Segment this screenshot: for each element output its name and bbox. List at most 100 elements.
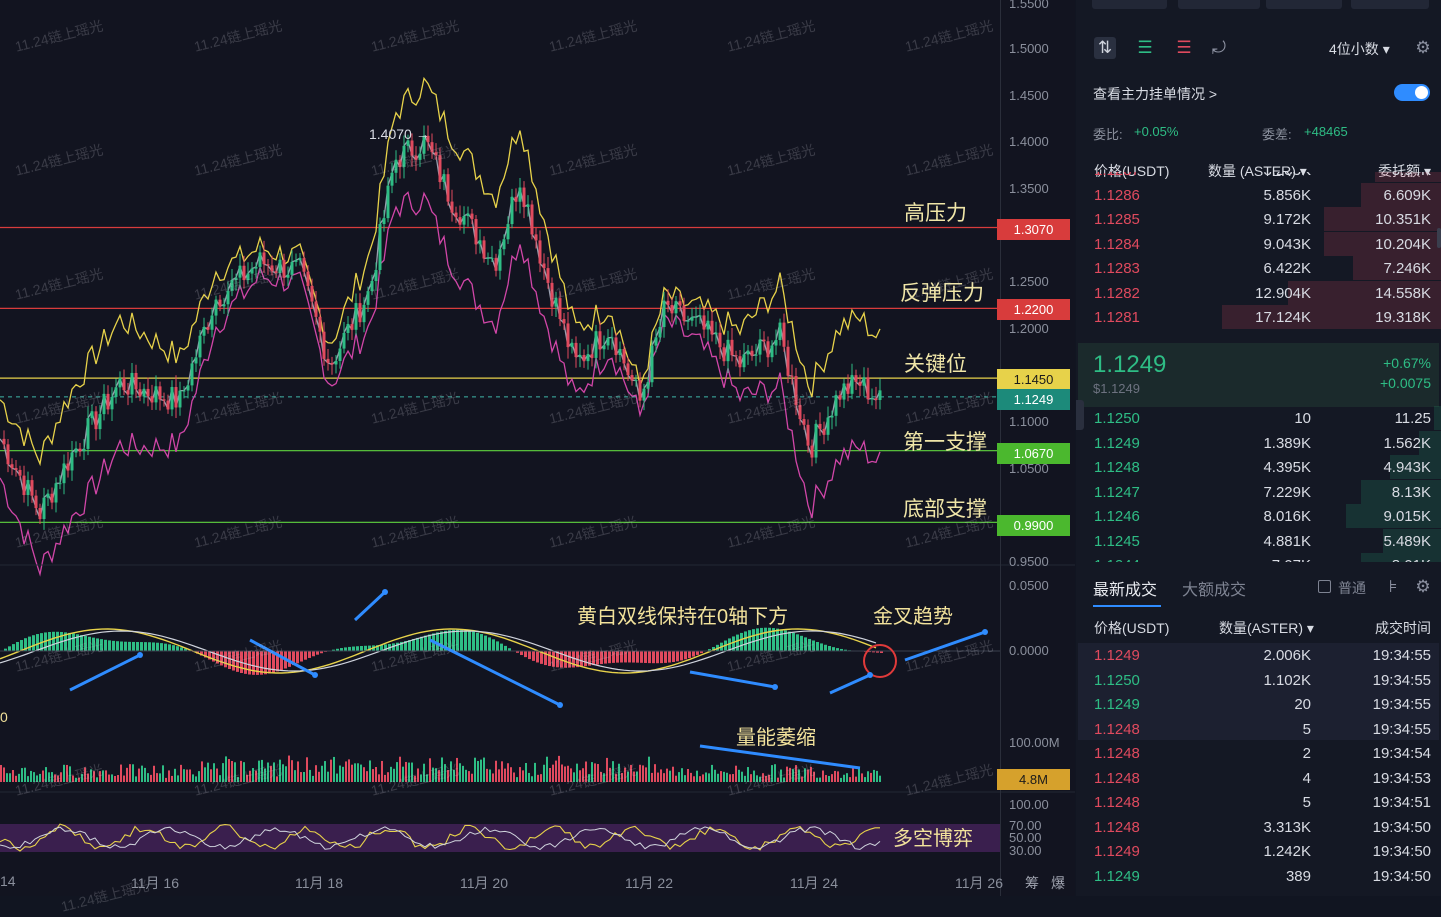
settings-gear-icon[interactable]: ⚙ xyxy=(1412,37,1434,59)
macd-bar xyxy=(344,647,347,651)
candle-body xyxy=(283,260,286,278)
candle-body xyxy=(815,424,818,458)
volume-bar xyxy=(600,772,602,782)
candle-body xyxy=(295,260,298,262)
volume-bar xyxy=(609,768,611,782)
volume-bar xyxy=(735,766,737,782)
macd-bar xyxy=(668,651,671,663)
liquidation-button[interactable]: 爆 xyxy=(1051,873,1065,893)
ask-row[interactable]: 1.12873.283K3.94K xyxy=(1076,172,1441,182)
volume-bar xyxy=(765,776,767,782)
asks-view-icon[interactable]: ☰ xyxy=(1173,37,1195,59)
candle-body xyxy=(119,378,122,387)
volume-bar xyxy=(660,769,662,782)
main-orders-link[interactable]: 查看主力挂单情况 > xyxy=(1093,84,1217,104)
panel-top-button[interactable] xyxy=(1092,0,1167,9)
candle-body xyxy=(71,453,74,471)
candle-body xyxy=(631,375,634,380)
candle-body xyxy=(527,205,530,208)
main-orders-toggle[interactable] xyxy=(1394,84,1430,101)
normal-checkbox[interactable] xyxy=(1318,580,1331,593)
volume-bar xyxy=(102,770,104,782)
both-sides-view-icon[interactable]: ⇅ xyxy=(1094,37,1116,59)
arrow-head xyxy=(137,652,143,658)
volume-bar xyxy=(309,770,311,782)
macd-bar xyxy=(156,643,159,651)
candle-body xyxy=(147,389,150,396)
panel-collapse-handle[interactable] xyxy=(1076,400,1084,430)
volume-bar xyxy=(783,777,785,782)
macd-bar xyxy=(740,633,743,651)
macd-bar xyxy=(220,651,223,665)
volume-bar xyxy=(177,775,179,782)
panel-top-button[interactable] xyxy=(1178,0,1260,9)
volume-bar xyxy=(180,765,182,782)
candle-body xyxy=(691,317,694,321)
tab-large-trades[interactable]: 大额成交 xyxy=(1182,576,1246,600)
volume-bar xyxy=(825,775,827,782)
decimal-select[interactable]: 4位小数 ▾ xyxy=(1329,39,1390,59)
date-tick: 11月 24 xyxy=(790,873,838,893)
price-chart[interactable]: 1.5500 1.5000 1.4500 1.4000 1.3500 1.250… xyxy=(0,0,1075,896)
axis-tick: 30.00 xyxy=(1009,843,1042,858)
volume-bar xyxy=(864,777,866,782)
chip-button[interactable]: 筹 xyxy=(1025,873,1039,893)
volume-bar xyxy=(240,761,242,782)
macd-bar xyxy=(468,631,471,651)
last-price-usd: $1.1249 xyxy=(1093,381,1140,396)
bid-row[interactable]: 1.12447.07K8.01K xyxy=(1076,553,1441,562)
candle-body xyxy=(675,301,678,313)
candle-body xyxy=(475,219,478,244)
volume-bar xyxy=(87,774,89,782)
trades-settings-icon[interactable]: ⚙ xyxy=(1412,576,1434,598)
date-tick: 11月 22 xyxy=(625,873,673,893)
flip-view-icon[interactable]: ⤾ xyxy=(1208,37,1230,59)
macd-bar xyxy=(532,651,535,661)
row-price: 1.1286 xyxy=(1094,187,1140,204)
candle-body xyxy=(255,267,258,269)
candle-body xyxy=(343,333,346,349)
macd-bar xyxy=(68,633,71,651)
panel-top-button[interactable] xyxy=(1351,0,1429,9)
macd-bar xyxy=(136,642,139,651)
candle-body xyxy=(451,202,454,213)
axis-tick: 1.2000 xyxy=(1009,321,1049,336)
candle-body xyxy=(499,249,502,271)
candle-body xyxy=(391,173,394,186)
trade-quantity: 1.242K xyxy=(1263,843,1311,860)
filter-icon[interactable]: ⊧ xyxy=(1382,576,1404,598)
peak-price-label: 1.4070 → xyxy=(369,126,430,142)
panel-top-button[interactable] xyxy=(1266,0,1342,9)
candle-body xyxy=(175,387,178,407)
volume-bar xyxy=(300,772,302,782)
candle-body xyxy=(835,395,838,416)
macd-bar xyxy=(464,630,467,651)
row-quantity: 4.881K xyxy=(1263,533,1311,550)
candle-body xyxy=(731,340,734,355)
volume-bar xyxy=(441,757,443,782)
candle-body xyxy=(19,470,22,476)
panel-scrollbar[interactable] xyxy=(1437,228,1441,248)
macd-bar xyxy=(80,635,83,651)
row-amount: 3.94K xyxy=(1392,172,1431,179)
macd-bar xyxy=(268,651,271,674)
volume-bar xyxy=(252,768,254,782)
macd-bar xyxy=(460,630,463,651)
trades-header-quantity[interactable]: 数量(ASTER) ▾ xyxy=(1219,618,1314,638)
bids-view-icon[interactable]: ☰ xyxy=(1134,37,1156,59)
tab-latest-trades[interactable]: 最新成交 xyxy=(1093,576,1157,600)
